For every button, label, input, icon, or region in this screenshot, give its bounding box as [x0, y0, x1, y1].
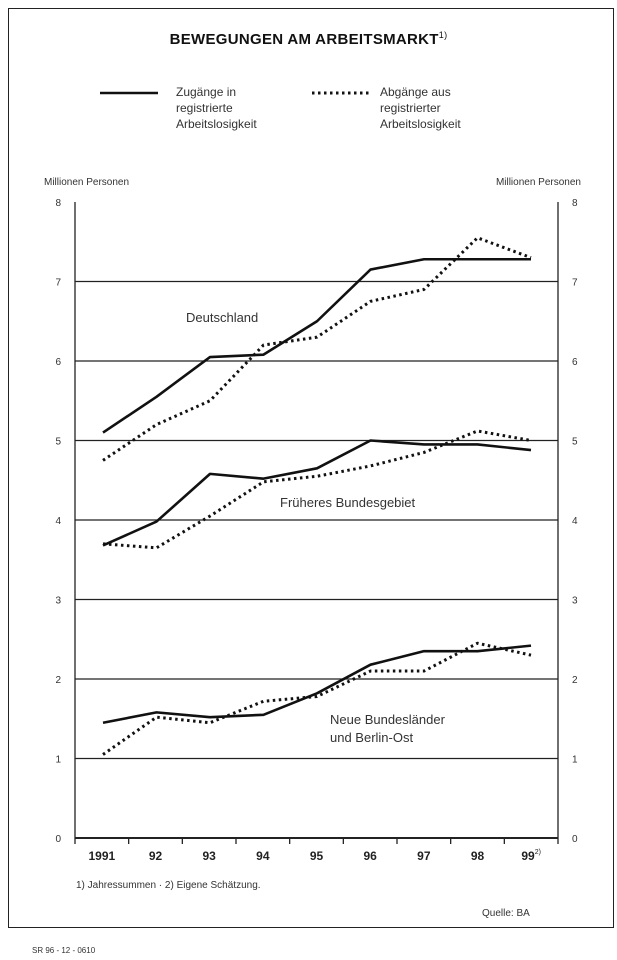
- legend-dotted-line-1: Abgänge aus: [380, 85, 451, 99]
- y-tick-label-right: 0: [572, 834, 578, 845]
- legend-solid-line-3: Arbeitslosigkeit: [176, 117, 257, 131]
- group-label-neue-laender: Neue Bundesländer und Berlin-Ost: [330, 711, 445, 747]
- y-tick-label-right: 1: [572, 755, 578, 766]
- chart-title: BEWEGUNGEN AM ARBEITSMARKT1): [0, 30, 617, 48]
- y-tick-label-left: 6: [55, 357, 61, 368]
- y-tick-label-left: 3: [55, 596, 61, 607]
- y-tick-label-left: 7: [55, 278, 61, 289]
- y-tick-label-left: 1: [55, 755, 61, 766]
- chart-frame: [8, 8, 614, 928]
- y-tick-label-right: 2: [572, 675, 578, 686]
- legend-solid-line-2: registrierte: [176, 101, 233, 115]
- legend-item-solid: Zugänge in registrierte Arbeitslosigkeit: [176, 84, 257, 132]
- y-tick-label-right: 7: [572, 278, 578, 289]
- x-tick-label: 98: [471, 849, 485, 863]
- legend-item-dotted: Abgänge aus registrierter Arbeitslosigke…: [380, 84, 461, 132]
- series-line-group2-dotted: [102, 641, 532, 756]
- group-label-neue-laender-line-2: und Berlin-Ost: [330, 730, 414, 745]
- series-line-group0-solid: [102, 257, 531, 434]
- x-tick-label: 94: [256, 849, 270, 863]
- series-line-group2-solid: [102, 644, 532, 725]
- source-text: Quelle: BA: [482, 908, 530, 919]
- chart-title-text: BEWEGUNGEN AM ARBEITSMARKT: [169, 31, 439, 48]
- series-line-group1-dotted: [102, 429, 532, 550]
- group-label-neue-laender-line-1: Neue Bundesländer: [330, 712, 445, 727]
- x-tick-label: 1991: [88, 849, 115, 863]
- y-axis-label-left: Millionen Personen: [44, 177, 130, 188]
- y-tick-label-right: 3: [572, 596, 578, 607]
- footnote-text: 1) Jahressummen · 2) Eigene Schätzung.: [76, 880, 261, 891]
- x-tick-label: 95: [310, 849, 324, 863]
- y-tick-label-right: 5: [572, 437, 578, 448]
- title-footnote-mark: 1): [438, 30, 448, 40]
- y-tick-label-left: 4: [55, 516, 61, 527]
- group-label-deutschland: Deutschland: [186, 309, 259, 327]
- series-line-group0-dotted: [102, 236, 532, 462]
- y-tick-label-right: 4: [572, 516, 578, 527]
- graphic-code: SR 96 - 12 - 0610: [32, 946, 96, 955]
- y-tick-label-right: 8: [572, 198, 578, 209]
- legend-dotted-line-2: registrierter: [380, 101, 441, 115]
- legend-dotted-line-3: Arbeitslosigkeit: [380, 117, 461, 131]
- y-tick-label-left: 2: [55, 675, 61, 686]
- x-tick-label: 92: [149, 849, 163, 863]
- x-tick-label: 97: [417, 849, 431, 863]
- legend-solid-line-1: Zugänge in: [176, 85, 237, 99]
- x-tick-label: 992): [521, 849, 541, 863]
- y-tick-label-left: 5: [55, 437, 61, 448]
- x-tick-label: 96: [363, 849, 377, 863]
- y-tick-label-right: 6: [572, 357, 578, 368]
- y-axis-label-right: Millionen Personen: [495, 177, 581, 188]
- y-tick-label-left: 8: [55, 198, 61, 209]
- series-line-group1-solid: [102, 439, 532, 547]
- group-label-frueheres-bundesgebiet: Früheres Bundesgebiet: [280, 494, 416, 512]
- y-tick-label-left: 0: [55, 834, 61, 845]
- x-tick-label: 93: [202, 849, 216, 863]
